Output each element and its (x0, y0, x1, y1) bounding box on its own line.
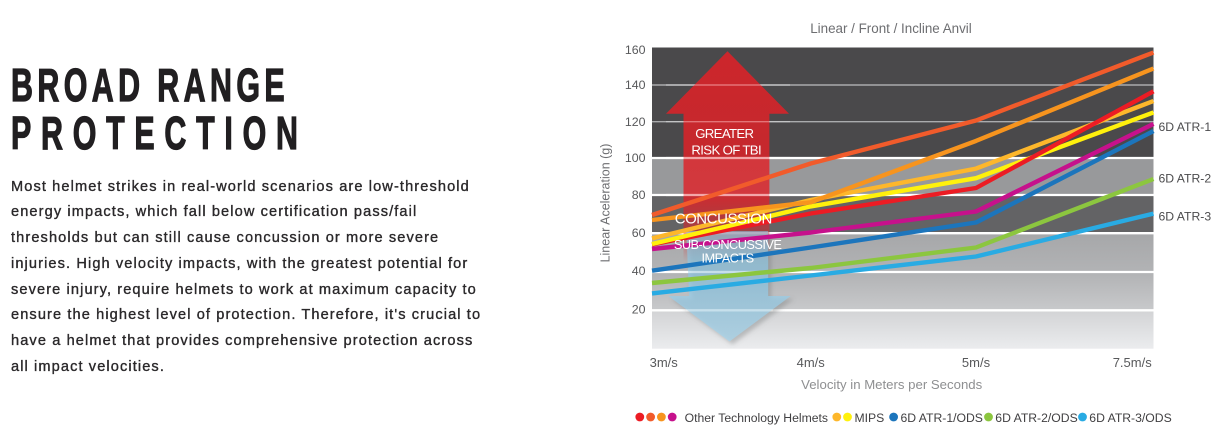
svg-text:120: 120 (625, 115, 646, 129)
svg-text:40: 40 (632, 264, 646, 278)
svg-text:5m/s: 5m/s (962, 355, 991, 370)
svg-text:RISK OF TBI: RISK OF TBI (691, 142, 761, 157)
svg-text:160: 160 (625, 43, 646, 57)
svg-text:20: 20 (632, 302, 646, 316)
svg-text:6D ATR-3/ODS: 6D ATR-3/ODS (1089, 411, 1171, 425)
svg-text:SUB-CONCUSSIVE: SUB-CONCUSSIVE (674, 237, 782, 252)
svg-text:100: 100 (625, 151, 646, 165)
svg-text:Other Technology Helmets: Other Technology Helmets (685, 411, 828, 425)
svg-text:60: 60 (632, 226, 646, 240)
svg-text:6D ATR-2/ODS: 6D ATR-2/ODS (995, 411, 1077, 425)
svg-text:GREATER: GREATER (695, 126, 753, 141)
svg-text:Velocity in Meters per Seconds: Velocity in Meters per Seconds (801, 377, 982, 392)
svg-text:MIPS: MIPS (855, 411, 885, 425)
svg-text:6D ATR-2: 6D ATR-2 (1159, 171, 1212, 185)
svg-text:3m/s: 3m/s (650, 355, 679, 370)
svg-text:CONCUSSION: CONCUSSION (675, 211, 772, 228)
svg-text:7.5m/s: 7.5m/s (1113, 355, 1153, 370)
svg-text:6D ATR-1/ODS: 6D ATR-1/ODS (901, 411, 983, 425)
svg-text:6D ATR-3: 6D ATR-3 (1159, 210, 1212, 224)
svg-text:Linear / Front / Incline Anvil: Linear / Front / Incline Anvil (810, 21, 972, 36)
svg-text:Linear Aceleration (g): Linear Aceleration (g) (599, 144, 613, 263)
svg-text:IMPACTS: IMPACTS (702, 251, 754, 266)
svg-text:140: 140 (625, 78, 646, 92)
svg-text:4m/s: 4m/s (797, 355, 826, 370)
svg-text:80: 80 (632, 188, 646, 202)
svg-text:6D ATR-1: 6D ATR-1 (1159, 120, 1212, 134)
